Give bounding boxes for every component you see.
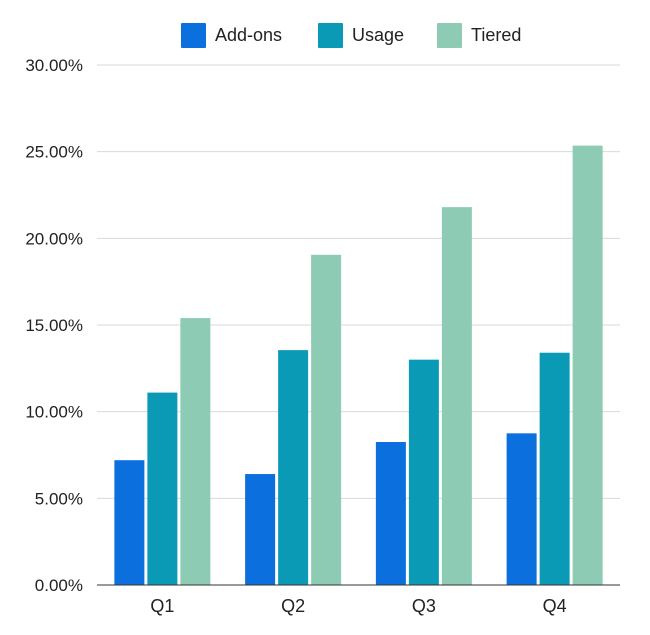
y-tick-label: 5.00% <box>35 489 83 508</box>
y-tick-label: 20.00% <box>25 229 83 248</box>
legend-swatch <box>318 23 343 48</box>
bar-usage-q4[interactable] <box>539 352 570 585</box>
x-tick-label: Q4 <box>543 596 567 616</box>
y-tick-label: 30.00% <box>25 56 83 75</box>
bar-usage-q3[interactable] <box>408 359 439 585</box>
legend-swatch <box>181 23 206 48</box>
y-axis-ticks: 0.00% 5.00% 10.00% 15.00% 20.00% 25.00% 30.00% <box>25 56 83 595</box>
bar-tiered-q4[interactable] <box>572 145 603 585</box>
y-tick-label: 15.00% <box>25 316 83 335</box>
x-tick-label: Q3 <box>412 596 436 616</box>
y-tick-label: 0.00% <box>35 576 83 595</box>
bar-add-ons-q4[interactable] <box>506 433 537 585</box>
x-tick-label: Q1 <box>150 596 174 616</box>
x-axis: Q1 Q2 Q3 Q4 <box>97 584 620 616</box>
legend-label: Usage <box>352 25 404 45</box>
bar-tiered-q1[interactable] <box>180 318 211 585</box>
bars <box>114 145 603 586</box>
legend-label: Tiered <box>471 25 521 45</box>
legend-label: Add-ons <box>215 25 282 45</box>
bar-usage-q1[interactable] <box>147 392 178 585</box>
y-tick-label: 25.00% <box>25 143 83 162</box>
bar-usage-q2[interactable] <box>278 350 309 585</box>
bar-tiered-q2[interactable] <box>311 254 342 586</box>
x-tick-label: Q2 <box>281 596 305 616</box>
bar-add-ons-q2[interactable] <box>245 474 276 585</box>
legend: Add-ons Usage Tiered <box>181 23 521 48</box>
bar-add-ons-q3[interactable] <box>375 442 406 585</box>
y-tick-label: 10.00% <box>25 403 83 422</box>
bar-tiered-q3[interactable] <box>441 207 472 585</box>
legend-swatch <box>437 23 462 48</box>
bar-add-ons-q1[interactable] <box>114 460 145 585</box>
